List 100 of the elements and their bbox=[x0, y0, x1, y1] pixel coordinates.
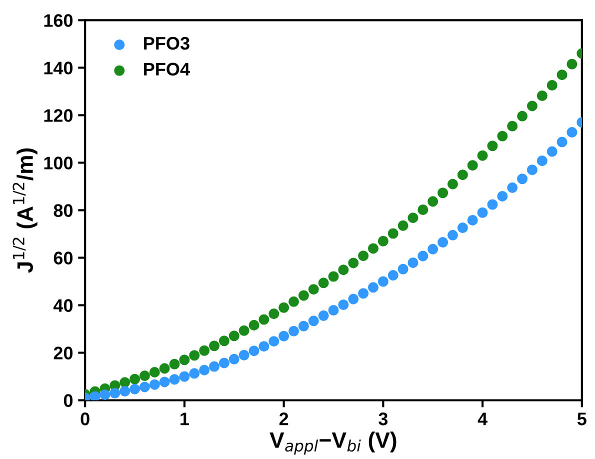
point bbox=[228, 330, 240, 342]
point bbox=[130, 374, 140, 384]
point bbox=[457, 170, 468, 180]
point bbox=[477, 150, 488, 161]
y-tick-label: 160 bbox=[44, 14, 73, 27]
point bbox=[149, 366, 160, 378]
point bbox=[120, 377, 130, 388]
point bbox=[189, 368, 200, 379]
y-tick-label: 120 bbox=[44, 109, 73, 122]
point bbox=[218, 336, 230, 346]
point bbox=[457, 222, 468, 234]
point bbox=[398, 264, 408, 274]
point bbox=[139, 382, 150, 392]
point bbox=[328, 271, 339, 282]
point bbox=[408, 257, 418, 268]
y-tick-label: 80 bbox=[54, 204, 73, 217]
point bbox=[159, 363, 170, 374]
point bbox=[428, 244, 438, 254]
point bbox=[159, 376, 170, 388]
point bbox=[308, 316, 319, 326]
x-tick-label: 4 bbox=[478, 412, 488, 426]
point bbox=[358, 250, 369, 262]
point bbox=[318, 278, 329, 288]
point bbox=[438, 237, 448, 248]
point bbox=[130, 384, 140, 394]
point bbox=[288, 326, 300, 336]
point bbox=[566, 58, 578, 70]
y-tick-label: 0 bbox=[64, 394, 73, 407]
point bbox=[179, 371, 190, 382]
point bbox=[467, 160, 478, 171]
x-tick-label: 1 bbox=[180, 412, 189, 426]
point bbox=[228, 354, 240, 364]
point bbox=[298, 320, 309, 332]
y-axis-title: J$^{1/2}$ (A$^{1/2}$/m) bbox=[12, 148, 38, 273]
point bbox=[308, 284, 319, 295]
point bbox=[189, 350, 200, 361]
point bbox=[536, 90, 548, 101]
point bbox=[418, 250, 428, 262]
x-tick-label: 0 bbox=[80, 412, 90, 426]
point bbox=[268, 308, 280, 320]
point bbox=[507, 182, 518, 193]
point bbox=[120, 386, 130, 396]
point bbox=[546, 80, 558, 91]
point bbox=[447, 230, 458, 240]
point bbox=[278, 302, 290, 313]
y-tick-label: 100 bbox=[44, 156, 73, 170]
point bbox=[199, 345, 210, 356]
point bbox=[526, 100, 538, 112]
point bbox=[248, 320, 260, 330]
point bbox=[100, 390, 110, 400]
point bbox=[497, 190, 508, 202]
point bbox=[447, 178, 458, 190]
point bbox=[248, 346, 260, 356]
point bbox=[536, 156, 548, 166]
point bbox=[199, 364, 210, 376]
point bbox=[268, 336, 280, 347]
point bbox=[428, 196, 438, 207]
x-tick-label: 3 bbox=[378, 412, 388, 426]
point bbox=[368, 243, 379, 254]
point bbox=[517, 110, 528, 122]
point bbox=[566, 127, 578, 138]
point bbox=[278, 330, 290, 342]
point bbox=[90, 391, 100, 400]
point bbox=[467, 214, 478, 226]
point bbox=[368, 282, 379, 293]
point bbox=[388, 228, 398, 239]
point bbox=[408, 212, 418, 224]
point bbox=[487, 140, 498, 152]
point bbox=[348, 294, 359, 304]
point bbox=[358, 288, 369, 299]
y-tick-label: 60 bbox=[54, 252, 73, 264]
point bbox=[438, 188, 448, 198]
point bbox=[477, 207, 488, 218]
point bbox=[556, 70, 568, 80]
point bbox=[517, 174, 528, 184]
point bbox=[139, 370, 150, 382]
point bbox=[169, 358, 180, 370]
point bbox=[526, 164, 538, 176]
point bbox=[388, 270, 398, 281]
point bbox=[318, 310, 329, 321]
point bbox=[418, 204, 428, 216]
point bbox=[169, 374, 180, 385]
x-axis-title: V$_{appl}$−V$_{bi}$ (V) bbox=[270, 432, 396, 455]
point bbox=[298, 290, 309, 301]
point bbox=[110, 388, 120, 398]
point bbox=[218, 358, 230, 368]
point bbox=[556, 136, 568, 148]
point bbox=[378, 236, 388, 246]
y-tick-label: 140 bbox=[44, 62, 73, 74]
point bbox=[338, 300, 349, 310]
y-tick-label: 40 bbox=[53, 299, 73, 312]
legend-label: PFO4 bbox=[144, 62, 190, 76]
point bbox=[149, 379, 160, 390]
point bbox=[288, 296, 300, 307]
point bbox=[507, 120, 518, 132]
point bbox=[179, 354, 190, 366]
point bbox=[398, 220, 408, 231]
point bbox=[497, 130, 508, 142]
point bbox=[258, 314, 270, 325]
point bbox=[348, 258, 359, 268]
